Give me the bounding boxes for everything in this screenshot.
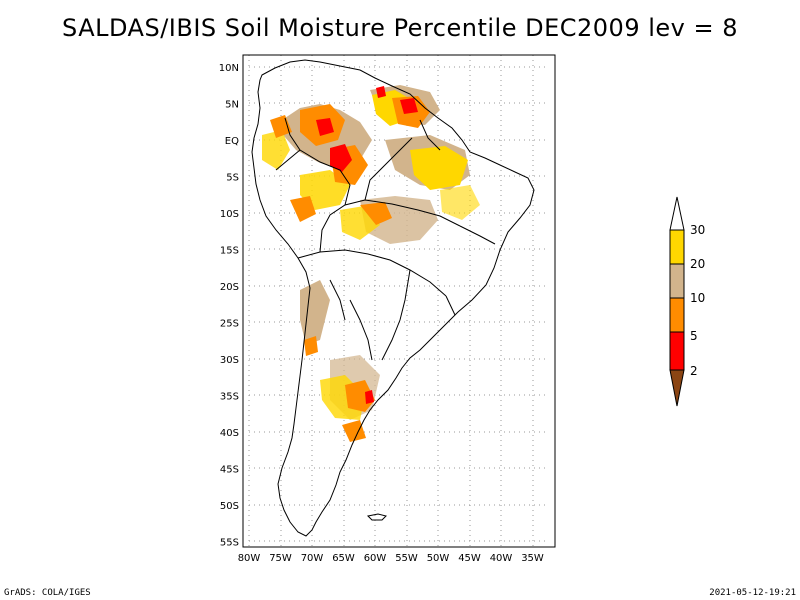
- lon-label-40W: 40W: [490, 553, 513, 564]
- lon-label-60W: 60W: [364, 553, 387, 564]
- lat-label-5N: 5N: [225, 100, 239, 111]
- legend-label-10: 10: [690, 291, 705, 305]
- latitude-labels: 10N 5N EQ 5S 10S 15S 20S 25S 30S 35S 40S 45S 50S 55S: [219, 63, 239, 549]
- color-legend: 30 20 10 5 2: [669, 196, 705, 407]
- coastline: [251, 59, 535, 537]
- legend-label-20: 20: [690, 257, 705, 271]
- legend-bin-20: [669, 263, 685, 299]
- lat-label-15S: 15S: [220, 246, 239, 257]
- lon-label-70W: 70W: [301, 553, 324, 564]
- legend-bottom-arrow: [669, 369, 685, 407]
- plot-frame: [242, 54, 556, 548]
- lat-label-55S: 55S: [220, 538, 239, 549]
- lat-label-40S: 40S: [220, 428, 239, 439]
- lat-label-45S: 45S: [220, 465, 239, 476]
- legend-label-30: 30: [690, 223, 705, 237]
- lat-label-25S: 25S: [220, 319, 239, 330]
- lat-label-50S: 50S: [220, 501, 239, 512]
- footer-timestamp: 2021-05-12-19:21: [709, 588, 796, 598]
- lat-label-20S: 20S: [220, 282, 239, 293]
- legend-label-5: 5: [690, 329, 698, 343]
- legend-top-arrow: [669, 196, 685, 231]
- lat-label-EQ: EQ: [225, 136, 239, 147]
- legend-bin-30: [669, 229, 685, 265]
- lon-label-75W: 75W: [269, 553, 292, 564]
- longitude-labels: 80W 75W 70W 65W 60W 55W 50W 45W 40W 35W: [238, 553, 544, 564]
- legend-label-2: 2: [690, 364, 698, 378]
- lat-label-10S: 10S: [220, 209, 239, 220]
- lat-label-5S: 5S: [226, 173, 239, 184]
- soil-moisture-shading: [262, 85, 480, 442]
- legend-bin-5: [669, 331, 685, 371]
- legend-bin-10: [669, 297, 685, 333]
- lon-label-80W: 80W: [238, 553, 261, 564]
- map-title: SALDAS/IBIS Soil Moisture Percentile DEC…: [62, 14, 738, 42]
- lon-label-65W: 65W: [332, 553, 355, 564]
- lat-label-30S: 30S: [220, 355, 239, 366]
- lat-label-10N: 10N: [219, 63, 239, 74]
- lon-label-50W: 50W: [427, 553, 450, 564]
- lon-label-35W: 35W: [521, 553, 544, 564]
- lon-label-55W: 55W: [395, 553, 418, 564]
- footer-credit: GrADS: COLA/IGES: [4, 588, 91, 598]
- lon-label-45W: 45W: [458, 553, 481, 564]
- lat-label-35S: 35S: [220, 392, 239, 403]
